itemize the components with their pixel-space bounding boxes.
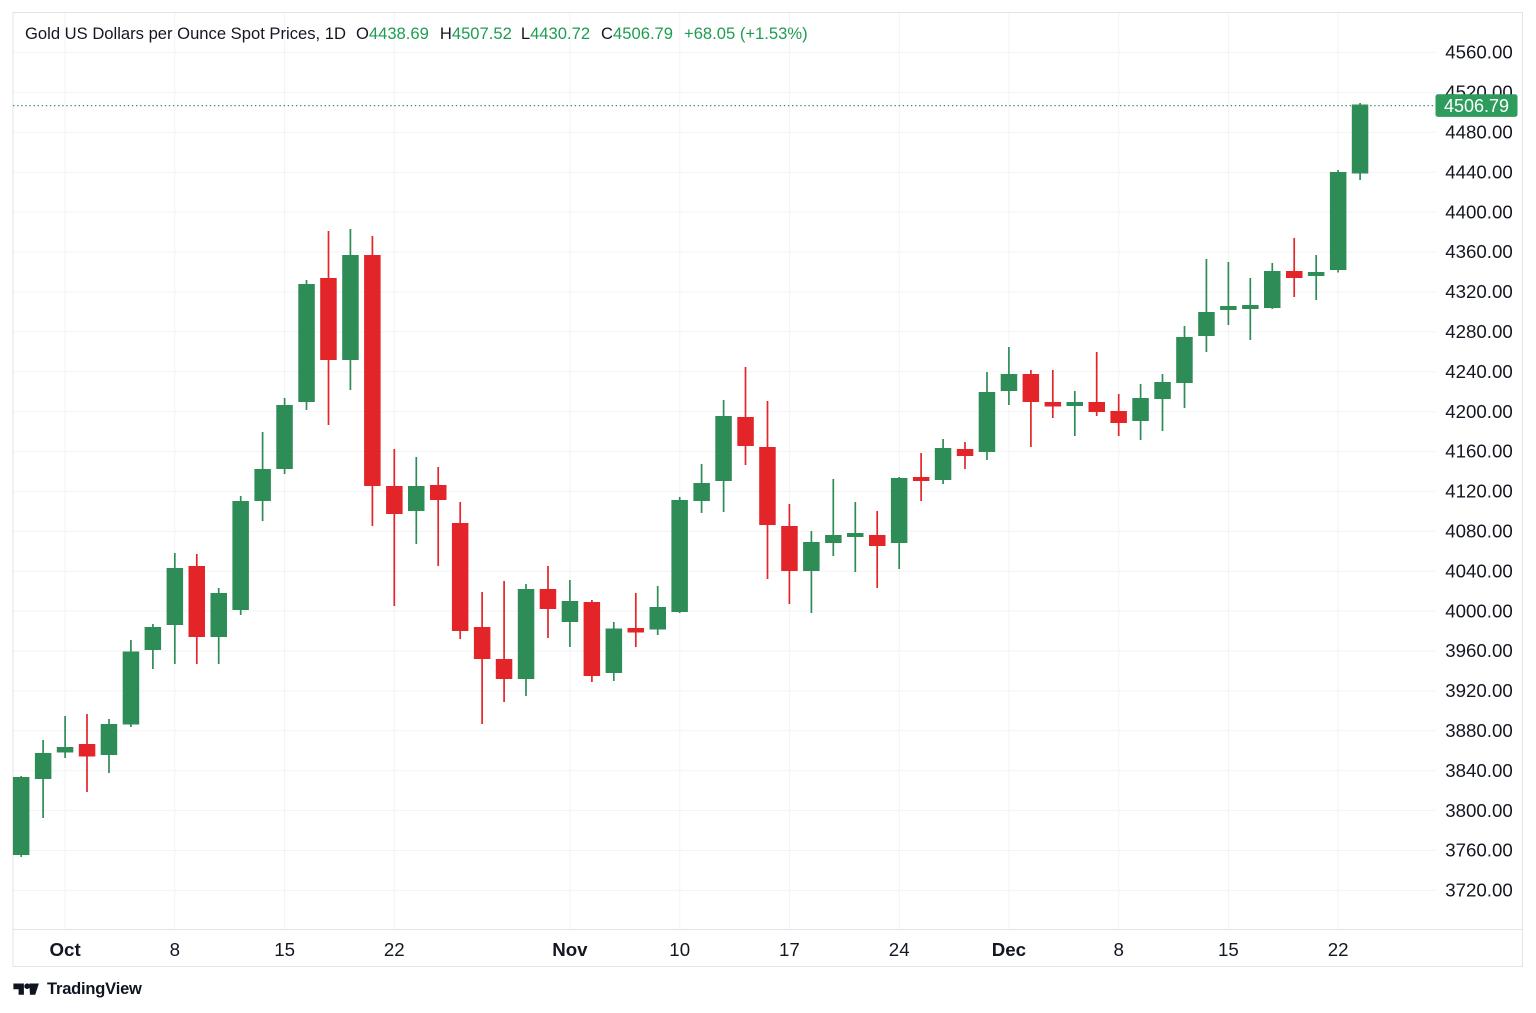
svg-text:24: 24 <box>889 939 910 960</box>
svg-text:4440.00: 4440.00 <box>1445 161 1513 182</box>
svg-text:4080.00: 4080.00 <box>1445 521 1513 542</box>
svg-text:8: 8 <box>1113 939 1123 960</box>
svg-text:3760.00: 3760.00 <box>1445 840 1513 861</box>
svg-text:4506.79: 4506.79 <box>1444 96 1509 116</box>
svg-text:4400.00: 4400.00 <box>1445 201 1513 222</box>
svg-text:8: 8 <box>170 939 180 960</box>
svg-text:4040.00: 4040.00 <box>1445 560 1513 581</box>
svg-text:4560.00: 4560.00 <box>1445 42 1513 63</box>
svg-text:22: 22 <box>384 939 405 960</box>
svg-text:15: 15 <box>1218 939 1239 960</box>
svg-text:4160.00: 4160.00 <box>1445 441 1513 462</box>
svg-text:3720.00: 3720.00 <box>1445 880 1513 901</box>
svg-text:4360.00: 4360.00 <box>1445 241 1513 262</box>
svg-text:10: 10 <box>669 939 690 960</box>
svg-text:Nov: Nov <box>552 939 588 960</box>
svg-text:22: 22 <box>1328 939 1349 960</box>
svg-text:4000.00: 4000.00 <box>1445 600 1513 621</box>
svg-text:17: 17 <box>779 939 800 960</box>
svg-text:3960.00: 3960.00 <box>1445 640 1513 661</box>
svg-text:3840.00: 3840.00 <box>1445 760 1513 781</box>
svg-text:15: 15 <box>274 939 295 960</box>
svg-text:3920.00: 3920.00 <box>1445 680 1513 701</box>
svg-text:4240.00: 4240.00 <box>1445 361 1513 382</box>
svg-text:4320.00: 4320.00 <box>1445 281 1513 302</box>
svg-text:4120.00: 4120.00 <box>1445 481 1513 502</box>
svg-text:3880.00: 3880.00 <box>1445 720 1513 741</box>
svg-text:Dec: Dec <box>992 939 1026 960</box>
svg-text:4480.00: 4480.00 <box>1445 122 1513 143</box>
svg-text:3800.00: 3800.00 <box>1445 800 1513 821</box>
svg-text:4200.00: 4200.00 <box>1445 401 1513 422</box>
svg-text:4280.00: 4280.00 <box>1445 321 1513 342</box>
svg-text:Oct: Oct <box>50 939 81 960</box>
